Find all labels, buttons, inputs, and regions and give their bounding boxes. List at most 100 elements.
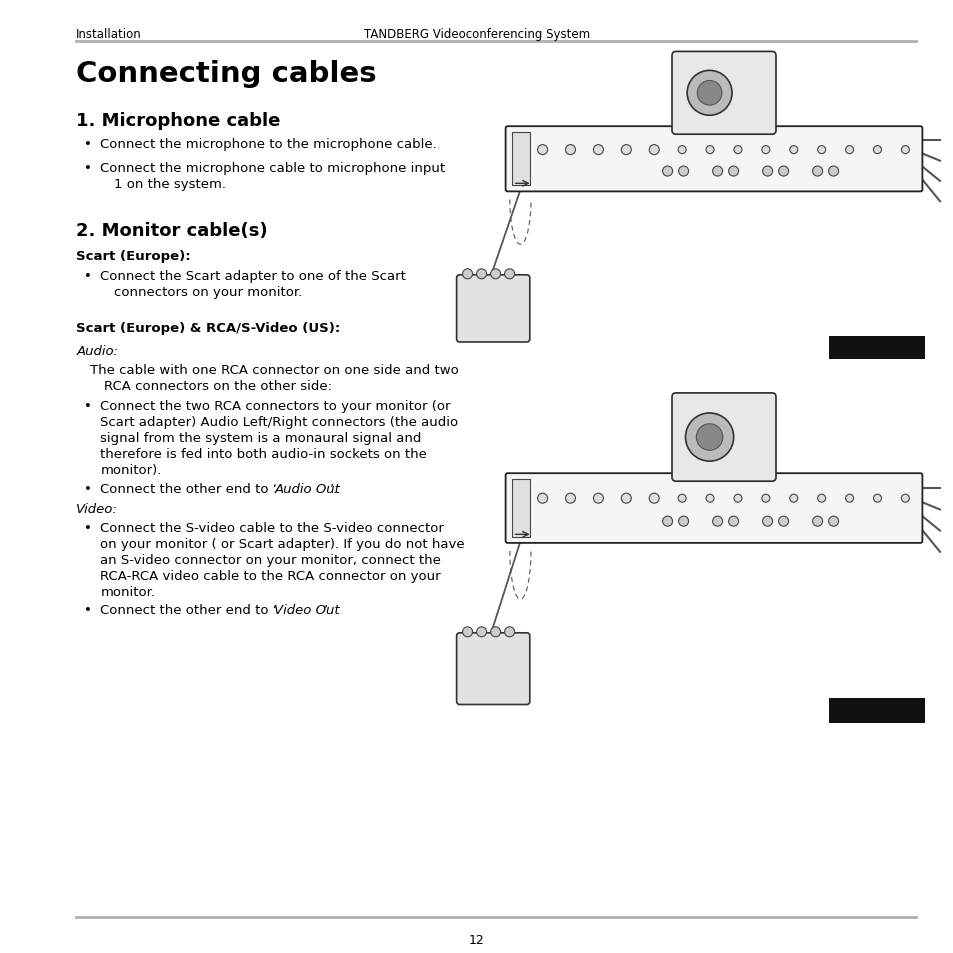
Circle shape bbox=[812, 517, 821, 527]
Text: Audio:: Audio: bbox=[76, 345, 118, 357]
Circle shape bbox=[873, 495, 881, 502]
Text: Connect the S-video cable to the S-video connector: Connect the S-video cable to the S-video… bbox=[100, 521, 444, 535]
Circle shape bbox=[662, 517, 672, 527]
Circle shape bbox=[476, 627, 486, 638]
Bar bbox=[828, 699, 924, 723]
Text: Video Out: Video Out bbox=[274, 603, 339, 617]
Circle shape bbox=[778, 517, 788, 527]
Text: Video:: Video: bbox=[76, 502, 118, 516]
Text: 1. Microphone cable: 1. Microphone cable bbox=[76, 112, 280, 130]
Circle shape bbox=[593, 494, 603, 504]
Circle shape bbox=[537, 494, 547, 504]
Circle shape bbox=[697, 81, 721, 106]
Circle shape bbox=[620, 494, 631, 504]
Circle shape bbox=[828, 167, 838, 177]
FancyBboxPatch shape bbox=[456, 633, 529, 705]
FancyBboxPatch shape bbox=[505, 474, 922, 543]
Circle shape bbox=[761, 147, 769, 154]
Circle shape bbox=[761, 167, 772, 177]
Circle shape bbox=[761, 495, 769, 502]
Circle shape bbox=[778, 167, 788, 177]
Text: The cable with one RCA connector on one side and two: The cable with one RCA connector on one … bbox=[91, 364, 458, 376]
Circle shape bbox=[678, 495, 685, 502]
Circle shape bbox=[705, 495, 713, 502]
Bar bbox=[511, 479, 529, 537]
Circle shape bbox=[844, 495, 853, 502]
Circle shape bbox=[504, 627, 514, 638]
Circle shape bbox=[649, 494, 659, 504]
Text: Connect the other end to ‘: Connect the other end to ‘ bbox=[100, 482, 277, 496]
Circle shape bbox=[761, 517, 772, 527]
Text: Connect the microphone to the microphone cable.: Connect the microphone to the microphone… bbox=[100, 138, 436, 151]
Text: •: • bbox=[84, 270, 92, 283]
Text: RCA-RCA video cable to the RCA connector on your: RCA-RCA video cable to the RCA connector… bbox=[100, 569, 440, 582]
Text: monitor.: monitor. bbox=[100, 585, 155, 598]
Circle shape bbox=[712, 517, 721, 527]
Text: •: • bbox=[84, 162, 92, 174]
Circle shape bbox=[901, 147, 908, 154]
Circle shape bbox=[686, 71, 731, 116]
Text: ’.: ’. bbox=[330, 482, 338, 496]
Circle shape bbox=[789, 147, 797, 154]
Circle shape bbox=[817, 495, 824, 502]
Circle shape bbox=[678, 147, 685, 154]
Text: signal from the system is a monaural signal and: signal from the system is a monaural sig… bbox=[100, 432, 421, 444]
Circle shape bbox=[817, 147, 824, 154]
Text: •: • bbox=[84, 603, 92, 617]
Circle shape bbox=[844, 147, 853, 154]
Text: Scart (Europe) & RCA/S-Video (US):: Scart (Europe) & RCA/S-Video (US): bbox=[76, 322, 340, 335]
Circle shape bbox=[696, 424, 722, 451]
Text: on your monitor ( or Scart adapter). If you do not have: on your monitor ( or Scart adapter). If … bbox=[100, 537, 464, 551]
Circle shape bbox=[901, 495, 908, 502]
Circle shape bbox=[678, 517, 688, 527]
Text: 2. Monitor cable(s): 2. Monitor cable(s) bbox=[76, 222, 268, 240]
Circle shape bbox=[649, 146, 659, 155]
Circle shape bbox=[565, 494, 575, 504]
Text: RCA connectors on the other side:: RCA connectors on the other side: bbox=[104, 379, 332, 393]
Circle shape bbox=[733, 495, 741, 502]
Circle shape bbox=[712, 167, 721, 177]
Circle shape bbox=[728, 167, 738, 177]
Circle shape bbox=[705, 147, 713, 154]
Circle shape bbox=[678, 167, 688, 177]
Text: 12: 12 bbox=[469, 933, 484, 946]
Circle shape bbox=[662, 167, 672, 177]
Text: Installation: Installation bbox=[76, 28, 142, 41]
Circle shape bbox=[728, 517, 738, 527]
Circle shape bbox=[593, 146, 603, 155]
Text: Scart adapter) Audio Left/Right connectors (the audio: Scart adapter) Audio Left/Right connecto… bbox=[100, 416, 458, 429]
Text: ’.: ’. bbox=[324, 603, 333, 617]
Text: connectors on your monitor.: connectors on your monitor. bbox=[114, 286, 302, 298]
Text: Connect the other end to ‘: Connect the other end to ‘ bbox=[100, 603, 277, 617]
Circle shape bbox=[620, 146, 631, 155]
Bar bbox=[511, 133, 529, 186]
Text: an S-video connector on your monitor, connect the: an S-video connector on your monitor, co… bbox=[100, 554, 440, 566]
Text: TANDBERG Videoconferencing System: TANDBERG Videoconferencing System bbox=[363, 28, 590, 41]
Bar bbox=[828, 336, 924, 360]
Circle shape bbox=[789, 495, 797, 502]
Circle shape bbox=[812, 167, 821, 177]
Text: monitor).: monitor). bbox=[100, 463, 161, 476]
Text: Connect the Scart adapter to one of the Scart: Connect the Scart adapter to one of the … bbox=[100, 270, 406, 283]
Text: Connecting cables: Connecting cables bbox=[76, 60, 376, 88]
FancyBboxPatch shape bbox=[671, 394, 775, 481]
Text: •: • bbox=[84, 138, 92, 151]
FancyBboxPatch shape bbox=[671, 52, 775, 135]
Text: therefore is fed into both audio-in sockets on the: therefore is fed into both audio-in sock… bbox=[100, 448, 427, 460]
Text: Scart (Europe):: Scart (Europe): bbox=[76, 250, 191, 263]
Text: Connect the microphone cable to microphone input: Connect the microphone cable to micropho… bbox=[100, 162, 445, 174]
Circle shape bbox=[504, 270, 514, 279]
Text: Connect the two RCA connectors to your monitor (or: Connect the two RCA connectors to your m… bbox=[100, 399, 451, 413]
Circle shape bbox=[873, 147, 881, 154]
Circle shape bbox=[565, 146, 575, 155]
Circle shape bbox=[462, 270, 472, 279]
Text: •: • bbox=[84, 399, 92, 413]
Circle shape bbox=[490, 627, 500, 638]
Circle shape bbox=[537, 146, 547, 155]
Circle shape bbox=[828, 517, 838, 527]
Circle shape bbox=[490, 270, 500, 279]
Circle shape bbox=[462, 627, 472, 638]
Circle shape bbox=[476, 270, 486, 279]
Text: 1 on the system.: 1 on the system. bbox=[114, 178, 226, 191]
Circle shape bbox=[685, 414, 733, 461]
